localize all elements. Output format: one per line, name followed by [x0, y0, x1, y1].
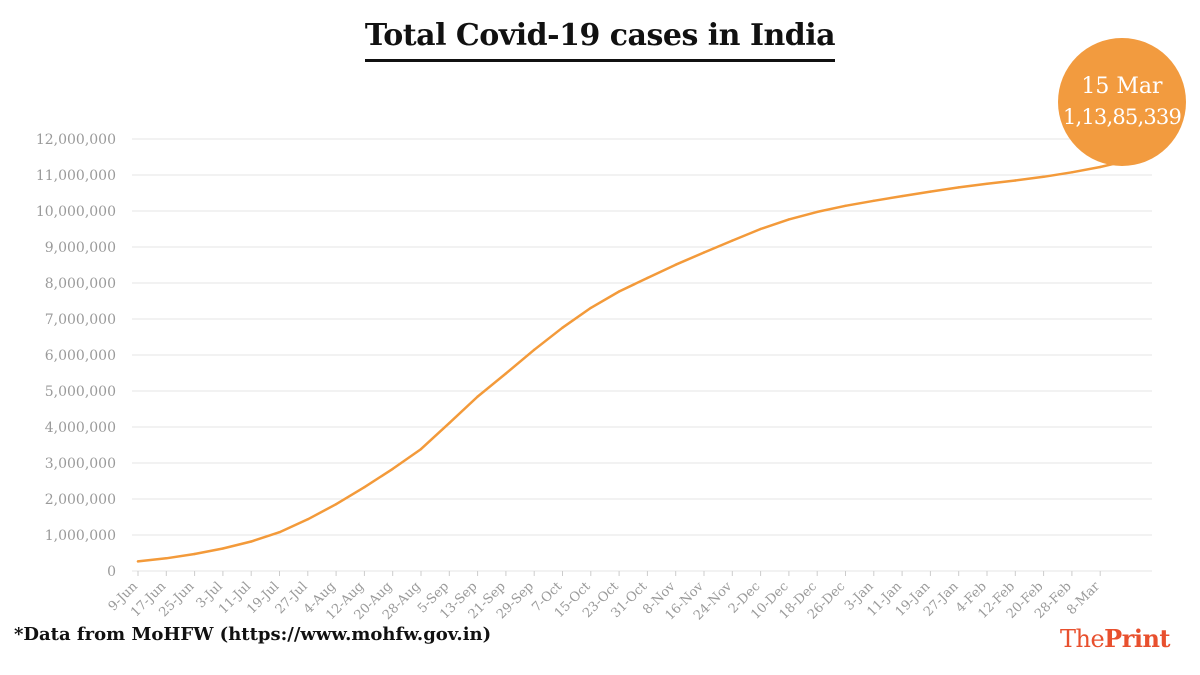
series-point	[589, 306, 592, 310]
series-point	[646, 276, 649, 280]
y-tick-label: 8,000,000	[45, 276, 116, 292]
series-point	[363, 486, 366, 489]
series-point	[419, 447, 423, 451]
y-tick-label: 12,000,000	[36, 132, 116, 148]
series-point	[165, 557, 168, 560]
y-axis-tick-labels: 0 1,000,000 2,000,000 3,000,000 4,000,000 5,0…	[36, 132, 116, 580]
series-point	[1070, 171, 1074, 174]
callout-value: 1,13,85,339	[1062, 105, 1182, 129]
series-point	[334, 503, 338, 506]
brand-logo-part2: Print	[1104, 624, 1170, 653]
series-point	[476, 395, 479, 398]
series-point	[1042, 175, 1045, 178]
chart-title-text: Total Covid-19 cases in India	[364, 18, 836, 62]
series-point	[872, 199, 875, 202]
y-tick-label: 4,000,000	[45, 420, 116, 436]
series-point	[391, 467, 394, 471]
series-point	[448, 421, 451, 425]
y-tick-label: 6,000,000	[45, 348, 116, 364]
series-point	[900, 194, 904, 198]
series-point	[929, 190, 932, 193]
y-tick-label: 5,000,000	[45, 384, 116, 400]
series-point	[1099, 165, 1102, 169]
y-tick-label: 2,000,000	[45, 492, 116, 508]
series-line-total-cases	[136, 159, 1127, 563]
series-point	[533, 348, 536, 351]
series-point	[561, 326, 564, 329]
series-point	[278, 531, 281, 534]
grid-lines	[132, 138, 1152, 572]
series-point	[617, 290, 621, 293]
x-tick-label: 8-Mar	[1064, 579, 1103, 618]
latest-value-callout: 15 Mar 1,13,85,339	[1058, 38, 1186, 166]
y-tick-label: 11,000,000	[36, 168, 116, 184]
source-footnote: *Data from MoHFW (https://www.mohfw.gov.…	[14, 624, 492, 645]
y-tick-label: 7,000,000	[45, 312, 116, 328]
series-point	[759, 227, 762, 231]
y-tick-label: 9,000,000	[45, 240, 116, 256]
series-point	[674, 263, 677, 266]
y-tick-label: 3,000,000	[45, 456, 116, 472]
series-point	[985, 182, 989, 185]
y-tick-label: 0	[107, 564, 116, 580]
series-point	[193, 552, 196, 556]
brand-logo: ThePrint	[1059, 624, 1171, 653]
series-point	[702, 251, 706, 254]
series-point	[957, 186, 960, 189]
series-point	[844, 204, 847, 207]
series-point	[306, 518, 309, 521]
y-tick-label: 10,000,000	[36, 204, 116, 220]
series-point	[221, 547, 225, 550]
callout-date: 15 Mar	[1081, 74, 1163, 99]
y-tick-label: 1,000,000	[45, 528, 116, 544]
series-point	[731, 239, 734, 242]
x-axis-tick-labels: 9-Jun17-Jun25-Jun3-Jul11-Jul19-Jul27-Jul…	[106, 571, 1104, 623]
series-point	[787, 218, 791, 221]
series-point	[136, 560, 140, 563]
series-point	[1014, 179, 1017, 182]
series-point	[250, 540, 253, 543]
brand-logo-part1: The	[1059, 625, 1105, 653]
series-layer	[136, 159, 1127, 563]
series-point	[816, 210, 819, 214]
series-point	[504, 372, 508, 375]
chart-title: Total Covid-19 cases in India	[0, 18, 1200, 62]
